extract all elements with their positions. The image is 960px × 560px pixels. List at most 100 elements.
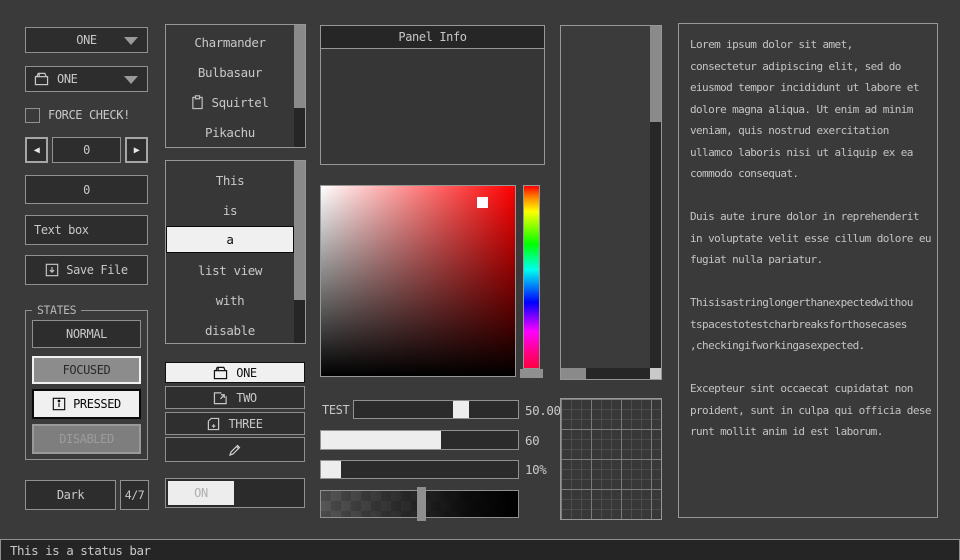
dropdown-two[interactable]: ONE bbox=[25, 66, 148, 92]
toggle-label: ON bbox=[194, 486, 208, 500]
spinner: ◀ 0 ▶ bbox=[25, 137, 148, 163]
caret-down-icon bbox=[124, 76, 138, 84]
pressed-state-button[interactable]: PRESSED bbox=[32, 389, 141, 419]
list-item-label: disable bbox=[205, 322, 255, 338]
one-button[interactable]: ONE bbox=[165, 362, 305, 383]
three-button-label: THREE bbox=[228, 416, 263, 431]
demo-list: This is a list view with disable bbox=[165, 160, 306, 344]
spinner-value: 0 bbox=[83, 143, 90, 157]
slider-thumb[interactable] bbox=[417, 487, 426, 521]
slider-value: 50.00 bbox=[525, 403, 561, 418]
list-item-label: Bulbasaur bbox=[197, 64, 263, 80]
lorem-text-area[interactable]: Lorem ipsum dolor sit amet, consectetur … bbox=[678, 23, 938, 518]
arrow-left-icon: ◀ bbox=[33, 144, 40, 156]
info-panel-title: Panel Info bbox=[398, 30, 467, 44]
theme-button[interactable]: Dark bbox=[25, 480, 116, 510]
archive-icon bbox=[34, 72, 49, 86]
list-item-label: This bbox=[215, 172, 245, 188]
toggle-thumb[interactable]: ON bbox=[168, 481, 234, 505]
three-button[interactable]: THREE bbox=[165, 412, 305, 435]
dropdown-two-value: ONE bbox=[57, 72, 78, 86]
clipboard-icon bbox=[191, 94, 204, 110]
list-item[interactable]: Charmander bbox=[166, 27, 294, 57]
arrow-right-icon: ▶ bbox=[133, 144, 140, 156]
list-item[interactable]: Pikachu bbox=[166, 117, 294, 147]
dropdown-one[interactable]: ONE bbox=[25, 27, 148, 53]
list-item-label: a bbox=[226, 232, 234, 247]
info-icon bbox=[52, 397, 66, 411]
slider-value: 60 bbox=[525, 433, 540, 448]
scrollbar-thumb[interactable] bbox=[294, 161, 305, 300]
folder-export-icon bbox=[213, 391, 228, 405]
percent-slider[interactable] bbox=[320, 460, 519, 479]
progress-slider[interactable] bbox=[320, 430, 519, 450]
slider-label: TEST bbox=[322, 403, 350, 417]
states-group-title: STATES bbox=[32, 303, 82, 317]
list-item[interactable]: Squirtel bbox=[166, 87, 294, 117]
normal-button-label: NORMAL bbox=[66, 327, 107, 341]
color-cursor[interactable] bbox=[477, 197, 488, 208]
list-item[interactable]: with bbox=[166, 285, 294, 315]
number-field[interactable]: 0 bbox=[25, 175, 148, 204]
checkbox[interactable] bbox=[25, 107, 40, 123]
number-field-value: 0 bbox=[83, 182, 90, 197]
slider-thumb[interactable] bbox=[321, 461, 341, 478]
checkbox-label: FORCE CHECK! bbox=[48, 108, 130, 122]
spinner-decrement-button[interactable]: ◀ bbox=[25, 137, 48, 163]
page-indicator-value: 4/7 bbox=[124, 488, 145, 502]
scrollbar-thumb[interactable] bbox=[294, 25, 305, 108]
caret-down-icon bbox=[124, 37, 138, 45]
scrollbar-thumb[interactable] bbox=[650, 26, 661, 122]
pencil-icon bbox=[227, 442, 243, 458]
scrollbar-corner[interactable] bbox=[650, 368, 661, 379]
save-file-label: Save File bbox=[66, 263, 128, 277]
focused-state-button[interactable]: FOCUSED bbox=[32, 356, 141, 384]
scrollbar-vertical[interactable] bbox=[650, 26, 661, 368]
text-box-input[interactable]: Text box bbox=[25, 215, 148, 245]
spinner-value-field[interactable]: 0 bbox=[52, 137, 121, 163]
normal-state-button[interactable]: NORMAL bbox=[32, 320, 141, 348]
info-panel-header: Panel Info bbox=[321, 26, 544, 49]
list-item-label: is bbox=[222, 202, 238, 218]
hue-bar[interactable] bbox=[523, 185, 540, 369]
hue-handle[interactable] bbox=[520, 369, 543, 378]
two-button-label: TWO bbox=[236, 390, 257, 405]
list-item-label: Pikachu bbox=[205, 124, 255, 140]
pressed-button-label: PRESSED bbox=[73, 397, 121, 411]
scrollbar-vertical[interactable] bbox=[294, 161, 305, 343]
toggle-switch[interactable]: ON bbox=[165, 478, 305, 508]
grid-panel bbox=[560, 398, 662, 520]
one-button-label: ONE bbox=[236, 365, 257, 380]
slider-value: 10% bbox=[525, 462, 547, 477]
test-slider[interactable] bbox=[353, 400, 519, 419]
scrollbar-horizontal[interactable] bbox=[561, 368, 650, 379]
pencil-button[interactable] bbox=[165, 437, 305, 462]
list-item-label: Charmander bbox=[194, 34, 266, 50]
pokemon-list: Charmander Bulbasaur Squirtel Pikachu bbox=[165, 24, 306, 148]
list-item-selected[interactable]: a bbox=[166, 226, 294, 253]
force-checkbox-row: FORCE CHECK! bbox=[25, 106, 130, 124]
scrollbar-thumb[interactable] bbox=[561, 368, 586, 379]
disabled-state-button: DISABLED bbox=[32, 424, 141, 454]
two-button[interactable]: TWO bbox=[165, 386, 305, 409]
text-box-value: Text box bbox=[34, 223, 89, 237]
color-saturation-square[interactable] bbox=[320, 185, 516, 377]
list-item[interactable]: Bulbasaur bbox=[166, 57, 294, 87]
list-item-label: list view bbox=[197, 262, 263, 278]
save-file-button[interactable]: Save File bbox=[25, 255, 148, 285]
status-bar-text: This is a status bar bbox=[10, 542, 151, 558]
scroll-panel bbox=[560, 25, 662, 380]
spinner-increment-button[interactable]: ▶ bbox=[125, 137, 148, 163]
slider-thumb[interactable] bbox=[453, 401, 469, 418]
focused-button-label: FOCUSED bbox=[62, 363, 111, 377]
alpha-slider[interactable] bbox=[320, 487, 519, 521]
list-item[interactable]: This bbox=[166, 165, 294, 195]
list-item-label: Squirtel bbox=[211, 94, 269, 110]
list-item[interactable]: list view bbox=[166, 255, 294, 285]
list-item[interactable]: is bbox=[166, 195, 294, 225]
info-panel: Panel Info bbox=[320, 25, 545, 165]
status-bar: This is a status bar bbox=[0, 539, 960, 560]
list-item[interactable]: disable bbox=[166, 315, 294, 345]
scrollbar-vertical[interactable] bbox=[294, 25, 305, 147]
